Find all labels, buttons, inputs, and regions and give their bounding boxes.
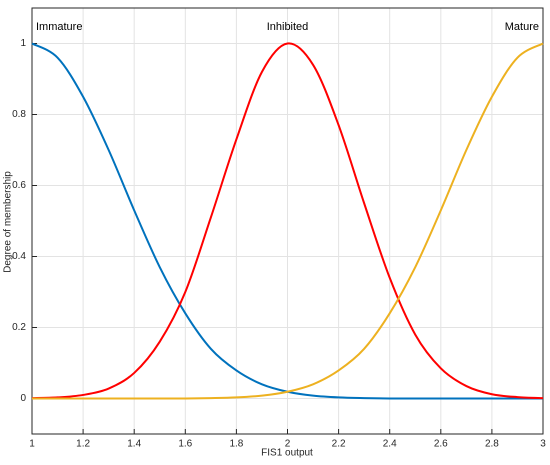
x-tick-label: 2.4 xyxy=(383,439,397,450)
line-series xyxy=(31,42,544,400)
series-label: Inhibited xyxy=(267,21,309,33)
x-tick-label: 2.2 xyxy=(332,439,346,450)
x-tick-label: 1.2 xyxy=(76,439,90,450)
x-tick-label: 2 xyxy=(285,439,291,450)
x-tick-label: 1.8 xyxy=(229,439,243,450)
y-tick-label: 0.2 xyxy=(12,322,26,333)
series-label: Mature xyxy=(505,21,539,33)
line-series xyxy=(31,42,544,400)
y-tick-label: 0 xyxy=(20,393,26,404)
y-tick-label: 0.8 xyxy=(12,109,26,120)
y-tick-label: 0.4 xyxy=(12,251,26,262)
x-axis-label: FIS1 output xyxy=(261,448,313,459)
axes-box xyxy=(31,7,544,435)
x-tick-label: 1.4 xyxy=(127,439,141,450)
series-label: Immature xyxy=(36,21,82,33)
x-tick-label: 1.6 xyxy=(178,439,192,450)
x-tick-label: 1 xyxy=(29,439,35,450)
y-tick-label: 0.6 xyxy=(12,180,26,191)
y-axis-label: Degree of membership xyxy=(3,171,14,273)
x-tick-label: 2.8 xyxy=(485,439,499,450)
y-tick-label: 1 xyxy=(20,38,26,49)
x-tick-label: 2.6 xyxy=(434,439,448,450)
plot-area: 1 1.2 1.4 1.6 1.8 2 2.2 2.4 2.6 2.8 3 0 0.2 0.4 0.6 0.8… xyxy=(12,7,546,450)
x-tick-label: 3 xyxy=(540,439,546,450)
